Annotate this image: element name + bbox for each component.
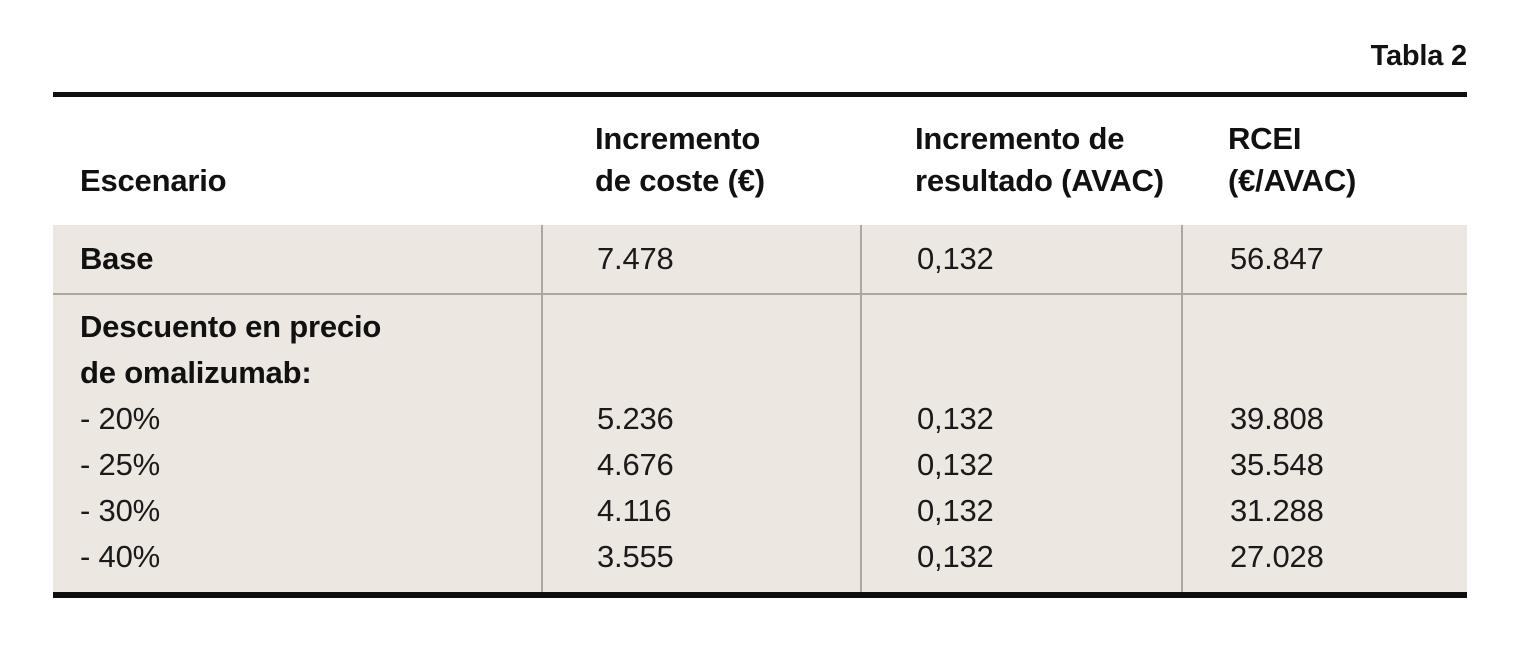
column-header-escenario: Escenario — [53, 160, 541, 202]
cost-value: 7.478 — [597, 241, 674, 276]
cost-value: 4.676 — [597, 447, 674, 482]
empty-line — [917, 350, 1181, 396]
column-header-line: Incremento de — [915, 121, 1125, 156]
discount-label: - 40% — [80, 539, 160, 574]
empty-line — [597, 350, 860, 396]
outcome-value: 0,132 — [917, 241, 994, 276]
cost-value: 4.116 — [597, 493, 672, 528]
table-top-rule — [53, 92, 1467, 97]
column-header-line: de coste (€) — [595, 163, 765, 198]
column-header-line: resultado (AVAC) — [915, 163, 1164, 198]
column-header-line: Incremento — [595, 121, 761, 156]
discount-group-title-line: de omalizumab: — [80, 355, 312, 390]
outcome-value: 0,132 — [917, 539, 994, 574]
rcei-value: 31.288 — [1230, 493, 1324, 528]
table-body: Base 7.478 0,132 56.847 Descuento en pre… — [53, 225, 1467, 592]
rcei-value: 27.028 — [1230, 539, 1324, 574]
empty-line — [1230, 304, 1467, 350]
column-header-incremento-coste: Incremento de coste (€) — [541, 118, 860, 202]
base-row-scenario-cell: Base — [53, 225, 541, 295]
table-bottom-rule — [53, 592, 1467, 598]
column-header-line: Escenario — [80, 163, 227, 198]
discount-group-title-line: Descuento en precio — [80, 309, 382, 344]
outcome-value: 0,132 — [917, 401, 994, 436]
discount-group-scenario-cell: Descuento en precio de omalizumab: - 20%… — [53, 295, 541, 592]
base-row-cost-cell: 7.478 — [541, 225, 860, 295]
cost-value: 5.236 — [597, 401, 674, 436]
scenario-label: Base — [80, 241, 154, 276]
column-header-line: (€/AVAC) — [1228, 163, 1357, 198]
column-header-rcei: RCEI (€/AVAC) — [1181, 118, 1467, 202]
rcei-value: 56.847 — [1230, 241, 1324, 276]
discount-group-cost-cell: 5.236 4.676 4.116 3.555 — [541, 295, 860, 592]
empty-line — [597, 304, 860, 350]
base-row-outcome-cell: 0,132 — [860, 225, 1181, 295]
empty-line — [1230, 350, 1467, 396]
discount-label: - 20% — [80, 401, 160, 436]
cost-value: 3.555 — [597, 539, 674, 574]
column-header-line: RCEI — [1228, 121, 1302, 156]
column-header-incremento-resultado: Incremento de resultado (AVAC) — [860, 118, 1181, 202]
base-row-rcei-cell: 56.847 — [1181, 225, 1467, 295]
outcome-value: 0,132 — [917, 447, 994, 482]
outcome-value: 0,132 — [917, 493, 994, 528]
discount-label: - 30% — [80, 493, 160, 528]
discount-label: - 25% — [80, 447, 160, 482]
table-caption: Tabla 2 — [1370, 40, 1468, 72]
rcei-value: 39.808 — [1230, 401, 1324, 436]
empty-line — [917, 304, 1181, 350]
discount-group-outcome-cell: 0,132 0,132 0,132 0,132 — [860, 295, 1181, 592]
rcei-value: 35.548 — [1230, 447, 1324, 482]
discount-group-rcei-cell: 39.808 35.548 31.288 27.028 — [1181, 295, 1467, 592]
table-header-row: Escenario Incremento de coste (€) Increm… — [53, 97, 1467, 225]
